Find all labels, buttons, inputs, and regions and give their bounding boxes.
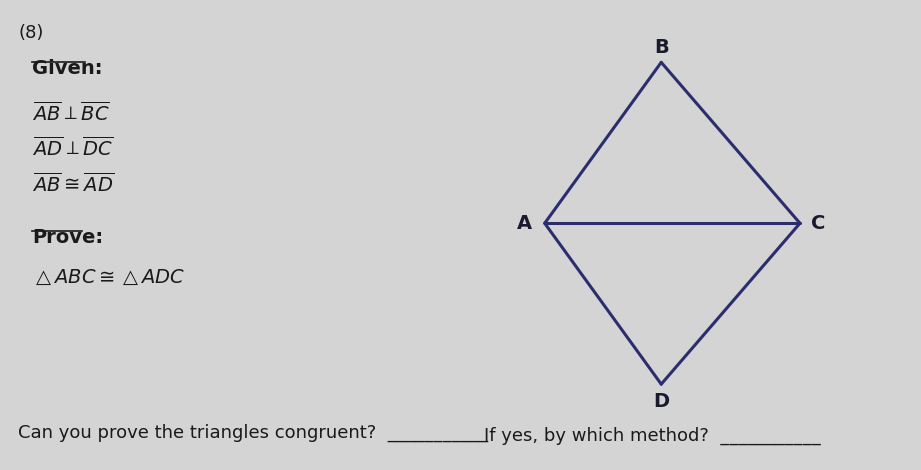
Text: C: C (810, 214, 825, 233)
Text: $\overline{AB} \perp \overline{BC}$: $\overline{AB} \perp \overline{BC}$ (32, 101, 111, 125)
Text: $\overline{AD} \perp \overline{DC}$: $\overline{AD} \perp \overline{DC}$ (32, 136, 113, 160)
Text: Prove:: Prove: (32, 228, 103, 247)
Text: B: B (654, 39, 669, 57)
Text: (8): (8) (18, 24, 44, 41)
Text: Given:: Given: (32, 59, 103, 78)
Text: $\triangle ABC \cong \triangle ADC$: $\triangle ABC \cong \triangle ADC$ (32, 268, 186, 287)
Text: D: D (653, 392, 670, 411)
Text: Can you prove the triangles congruent?  ___________: Can you prove the triangles congruent? _… (18, 423, 488, 442)
Text: $\overline{AB} \cong \overline{AD}$: $\overline{AB} \cong \overline{AD}$ (32, 172, 114, 195)
Text: If yes, by which method?  ___________: If yes, by which method? ___________ (484, 427, 821, 445)
Text: A: A (518, 214, 532, 233)
